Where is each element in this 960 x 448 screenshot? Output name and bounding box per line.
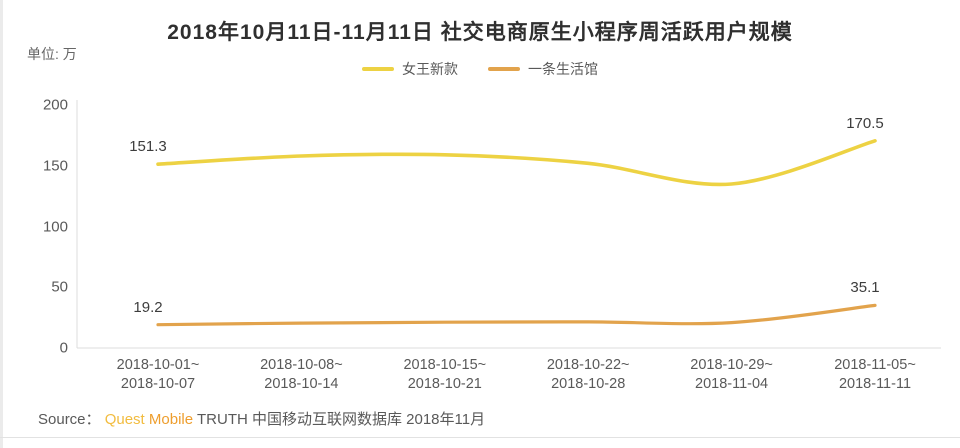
series-line-yitiao	[156, 303, 877, 327]
source-brand-quest: Quest	[104, 411, 145, 428]
source-line: Source： Quest Mobile TRUTH 中国移动互联网数据库 20…	[38, 408, 485, 429]
y-tick-label: 100	[42, 218, 68, 235]
source-prefix: Source：	[38, 411, 101, 428]
chart-title: 2018年10月11日-11月11日 社交电商原生小程序周活跃用户规模	[167, 21, 793, 44]
x-category-label: 2018-10-08~ 2018-10-14	[260, 357, 343, 392]
legend-swatch-yellow-icon	[362, 67, 394, 71]
legend-swatch-orange-icon	[488, 67, 520, 71]
y-tick-label: 50	[51, 278, 68, 296]
data-label: 19.2	[133, 298, 163, 316]
y-tick-label: 200	[42, 96, 68, 114]
series-line-queen	[156, 139, 877, 187]
y-tick-label: 150	[42, 157, 68, 175]
data-label: 35.1	[850, 279, 880, 297]
source-brand-mobile: Mobile	[148, 411, 194, 428]
x-category-label: 2018-10-22~ 2018-10-28	[546, 357, 630, 392]
x-category-label: 2018-11-05~ 2018-11-11	[834, 357, 916, 392]
unit-label: 单位: 万	[27, 46, 77, 62]
x-category-label: 2018-10-29~ 2018-11-04	[690, 357, 773, 392]
legend-item-yitiao: 一条生活馆	[488, 59, 598, 79]
left-edge-strip	[0, 0, 3, 448]
x-category-label: 2018-10-01~ 2018-10-07	[116, 357, 200, 392]
y-tick-label: 0	[59, 339, 68, 357]
source-suffix: TRUTH 中国移动互联网数据库 2018年11月	[197, 411, 486, 428]
legend-label-queen: 女王新款	[402, 61, 458, 77]
data-label: 170.5	[846, 114, 884, 132]
legend-item-queen: 女王新款	[362, 59, 458, 79]
legend-label-yitiao: 一条生活馆	[528, 61, 598, 77]
x-category-label: 2018-10-15~ 2018-10-21	[403, 357, 487, 392]
data-label: 151.3	[129, 138, 167, 156]
legend: 女王新款 一条生活馆	[0, 58, 960, 80]
bottom-divider	[0, 437, 960, 438]
